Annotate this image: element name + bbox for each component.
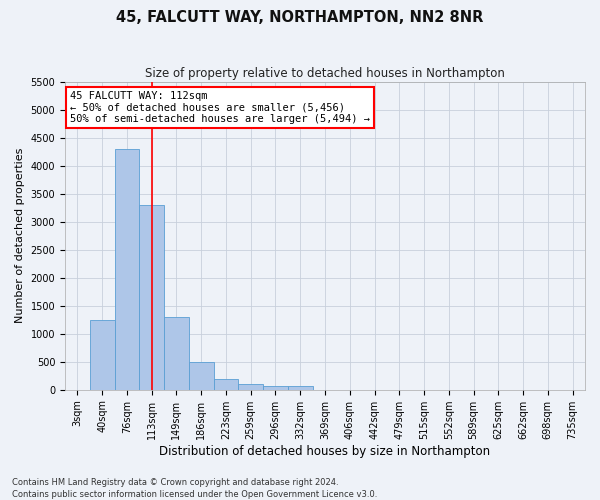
Bar (164, 317, 189, 390)
Bar (288, 386, 313, 390)
X-axis label: Distribution of detached houses by size in Northampton: Distribution of detached houses by size … (160, 444, 491, 458)
Bar (90, 320, 115, 390)
Bar (139, 205, 164, 390)
Title: Size of property relative to detached houses in Northampton: Size of property relative to detached ho… (145, 68, 505, 80)
Text: 45, FALCUTT WAY, NORTHAMPTON, NN2 8NR: 45, FALCUTT WAY, NORTHAMPTON, NN2 8NR (116, 10, 484, 25)
Bar (189, 362, 214, 390)
Text: Contains HM Land Registry data © Crown copyright and database right 2024.
Contai: Contains HM Land Registry data © Crown c… (12, 478, 377, 499)
Bar (115, 149, 139, 390)
Bar (263, 386, 288, 390)
Bar (238, 384, 263, 390)
Y-axis label: Number of detached properties: Number of detached properties (15, 148, 25, 324)
Bar (214, 378, 238, 390)
Text: 45 FALCUTT WAY: 112sqm
← 50% of detached houses are smaller (5,456)
50% of semi-: 45 FALCUTT WAY: 112sqm ← 50% of detached… (70, 91, 370, 124)
